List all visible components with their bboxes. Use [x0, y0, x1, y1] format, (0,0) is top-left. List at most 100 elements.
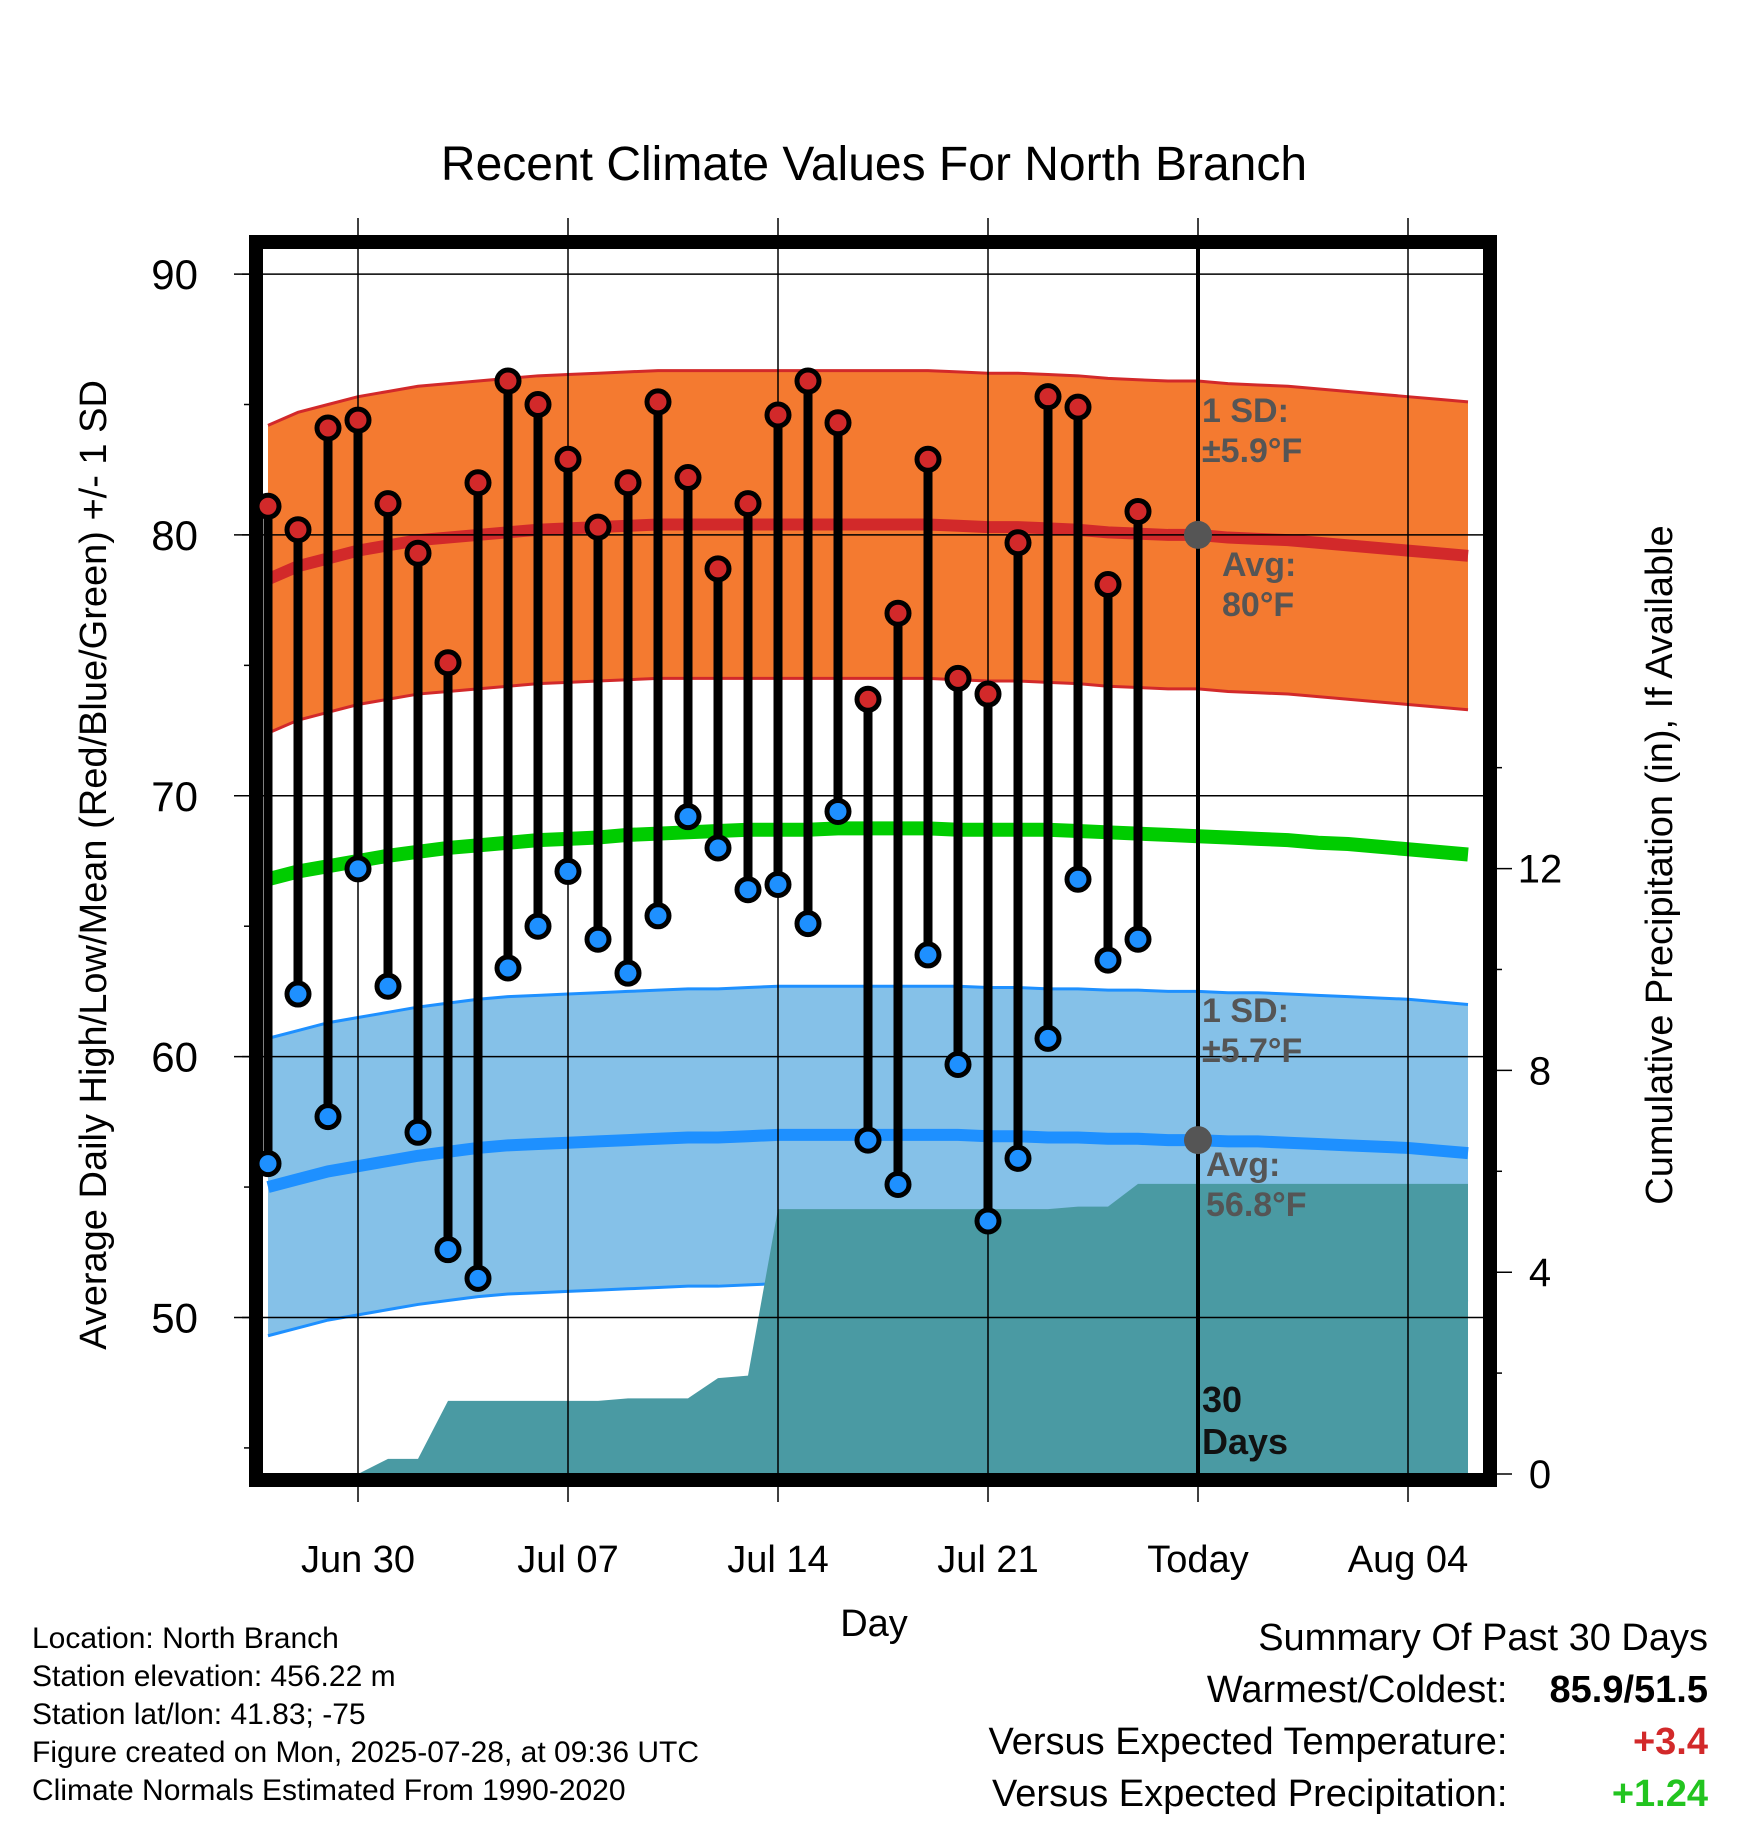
y2-axis-label: Cumulative Precipitation (in), If Availa…	[1639, 525, 1681, 1204]
y-axis-label: Average Daily High/Low/Mean (Red/Blue/Gr…	[73, 380, 115, 1350]
high-sd-value: ±5.9°F	[1202, 432, 1302, 470]
daily-low-point	[1004, 1144, 1032, 1172]
daily-high-point	[704, 555, 732, 583]
daily-low-point	[944, 1050, 972, 1078]
daily-high-point	[254, 492, 282, 520]
y-tick-label: 90	[151, 251, 198, 298]
today-normal-high-marker	[1184, 520, 1212, 549]
daily-high-point	[494, 367, 522, 395]
daily-high-point	[614, 469, 642, 497]
x-axis-label: Day	[840, 1603, 908, 1645]
daily-high-point	[674, 464, 702, 492]
today-normal-low-marker	[1184, 1126, 1212, 1155]
daily-low-point	[974, 1207, 1002, 1235]
daily-low-point	[914, 941, 942, 969]
daily-high-point	[794, 367, 822, 395]
daily-low-point	[1124, 925, 1152, 953]
high-sd-label: 1 SD:	[1202, 392, 1289, 430]
daily-low-point	[464, 1264, 492, 1292]
daily-low-point	[344, 855, 372, 883]
daily-low-point	[854, 1126, 882, 1154]
daily-low-point	[644, 902, 672, 930]
daily-high-point	[584, 513, 612, 541]
daily-low-point	[1094, 946, 1122, 974]
y2-tick-label: 4	[1529, 1251, 1551, 1295]
daily-low-point	[494, 954, 522, 982]
daily-low-point	[434, 1236, 462, 1264]
summary-panel: Summary Of Past 30 Days Warmest/Coldest:…	[989, 1612, 1708, 1820]
y2-tick-label: 12	[1518, 848, 1563, 892]
daily-high-point	[374, 490, 402, 518]
y2-tick-label: 8	[1529, 1049, 1551, 1093]
normal-high-line	[265, 518, 1469, 585]
summary-precip: Versus Expected Precipitation: +1.24	[989, 1768, 1708, 1820]
daily-low-point	[674, 803, 702, 831]
daily-high-point	[944, 664, 972, 692]
daily-high-point	[884, 599, 912, 627]
daily-high-point	[314, 414, 342, 442]
high-sd-lower-line	[267, 676, 1469, 735]
daily-high-point	[1094, 570, 1122, 598]
daily-high-point	[1124, 497, 1152, 525]
daily-high-point	[404, 539, 432, 567]
high-sd-upper-line	[267, 369, 1469, 427]
y-tick-label: 80	[151, 512, 198, 559]
x-tick-label: Jul 21	[937, 1539, 1038, 1581]
daily-low-point	[284, 980, 312, 1008]
daily-low-point	[374, 972, 402, 1000]
daily-low-point	[554, 857, 582, 885]
summary-warm-cold: Warmest/Coldest: 85.9/51.5	[989, 1664, 1708, 1716]
daily-low-point	[1034, 1024, 1062, 1052]
elevation-text: Station elevation: 456.22 m	[32, 1660, 396, 1693]
low-sd-value: ±5.7°F	[1202, 1032, 1302, 1070]
daily-low-point	[824, 797, 852, 825]
daily-high-point	[464, 469, 492, 497]
y-tick-label: 60	[151, 1034, 198, 1081]
x-tick-label: Aug 04	[1348, 1539, 1468, 1581]
daily-low-point	[794, 910, 822, 938]
daily-high-point	[854, 685, 882, 713]
daily-low-point	[734, 876, 762, 904]
location-text: Location: North Branch	[32, 1622, 339, 1655]
latlon-text: Station lat/lon: 41.83; -75	[32, 1698, 366, 1731]
daily-high-point	[434, 649, 462, 677]
x-tick-label: Today	[1147, 1539, 1248, 1581]
daily-high-point	[1064, 393, 1092, 421]
daily-low-point	[764, 870, 792, 898]
y2-tick-label: 0	[1529, 1453, 1551, 1497]
daily-low-point	[404, 1118, 432, 1146]
precip-anomaly-value: +1.24	[1611, 1773, 1708, 1815]
daily-low-point	[884, 1170, 912, 1198]
summary-temp: Versus Expected Temperature: +3.4	[989, 1716, 1708, 1768]
y-tick-label: 50	[151, 1294, 198, 1341]
warm-cold-value: 85.9/51.5	[1549, 1669, 1708, 1711]
daily-low-point	[524, 912, 552, 940]
daily-high-point	[644, 388, 672, 416]
daily-high-point	[1034, 383, 1062, 411]
y-tick-label: 70	[151, 773, 198, 820]
created-text: Figure created on Mon, 2025-07-28, at 09…	[32, 1736, 700, 1769]
daily-high-point	[344, 406, 372, 434]
period-label-unit: Days	[1202, 1421, 1288, 1462]
low-avg-label: Avg:	[1206, 1146, 1280, 1184]
daily-low-point	[314, 1103, 342, 1131]
daily-low-point	[254, 1150, 282, 1178]
daily-high-point	[764, 401, 792, 429]
plot-frame	[249, 235, 1497, 1487]
temp-anomaly-label: Versus Expected Temperature:	[988, 1721, 1508, 1763]
daily-high-point	[1004, 529, 1032, 557]
daily-low-point	[704, 834, 732, 862]
daily-high-point	[974, 680, 1002, 708]
warm-cold-label: Warmest/Coldest:	[1206, 1669, 1508, 1711]
precip-anomaly-label: Versus Expected Precipitation:	[992, 1773, 1508, 1815]
period-label-number: 30	[1202, 1379, 1242, 1420]
daily-high-point	[734, 490, 762, 518]
daily-low-point	[614, 959, 642, 987]
summary-heading: Summary Of Past 30 Days	[1258, 1617, 1708, 1659]
daily-high-point	[824, 409, 852, 437]
daily-high-point	[284, 516, 312, 544]
high-avg-value: 80°F	[1222, 586, 1294, 624]
normals-text: Climate Normals Estimated From 1990-2020	[32, 1774, 626, 1807]
temp-anomaly-value: +3.4	[1632, 1721, 1708, 1763]
